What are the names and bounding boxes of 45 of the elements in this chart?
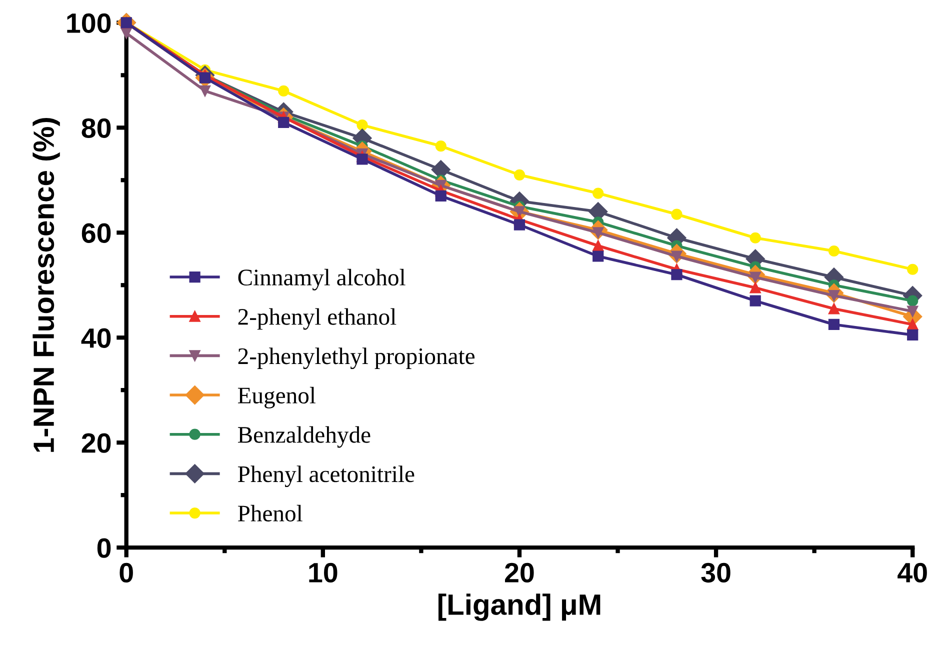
y-tick-label: 20 <box>82 433 111 453</box>
x-tick-label: 10 <box>309 562 338 583</box>
y-tick-label: 80 <box>82 118 111 138</box>
point <box>671 208 682 220</box>
point <box>750 295 761 306</box>
point <box>592 250 604 262</box>
point <box>514 219 526 230</box>
point <box>750 232 761 244</box>
legend-label: Benzaldehyde <box>238 426 370 448</box>
y-tick-label: 40 <box>81 328 111 348</box>
x-tick-label: 40 <box>898 562 927 583</box>
point <box>671 269 682 280</box>
x-tick-label: 20 <box>504 562 534 583</box>
point <box>828 318 840 330</box>
legend-label: 2-phenyl ethanol <box>238 308 396 330</box>
point <box>514 169 526 180</box>
legend-label: 2-phenylethyl propionate <box>238 348 475 370</box>
point <box>278 85 290 96</box>
y-axis-title: 1-NPN Fluorescence (%) <box>32 118 60 452</box>
point <box>907 318 918 330</box>
x-tick-label: 0 <box>120 562 133 583</box>
point <box>435 190 446 202</box>
point <box>907 264 918 275</box>
point <box>120 28 132 39</box>
point <box>592 188 604 199</box>
point <box>907 329 918 341</box>
point <box>356 119 368 131</box>
point <box>356 154 368 165</box>
point <box>199 85 211 96</box>
point <box>435 140 446 152</box>
point <box>278 116 290 128</box>
legend-label: Eugenol <box>238 386 316 408</box>
legend-label: Cinnamyl alcohol <box>238 268 406 290</box>
x-tick-label: 30 <box>701 562 730 583</box>
point <box>907 295 918 306</box>
y-tick-label: 0 <box>97 538 111 558</box>
legend-label: Phenyl acetonitrile <box>238 466 414 488</box>
y-tick-label: 100 <box>67 13 111 34</box>
point <box>828 303 840 314</box>
point <box>750 282 761 294</box>
point <box>828 245 840 257</box>
point <box>592 240 604 252</box>
x-axis-title: [Ligand] μM <box>438 594 600 621</box>
y-tick-label: 60 <box>82 223 111 243</box>
legend-label: Phenol <box>238 504 302 522</box>
